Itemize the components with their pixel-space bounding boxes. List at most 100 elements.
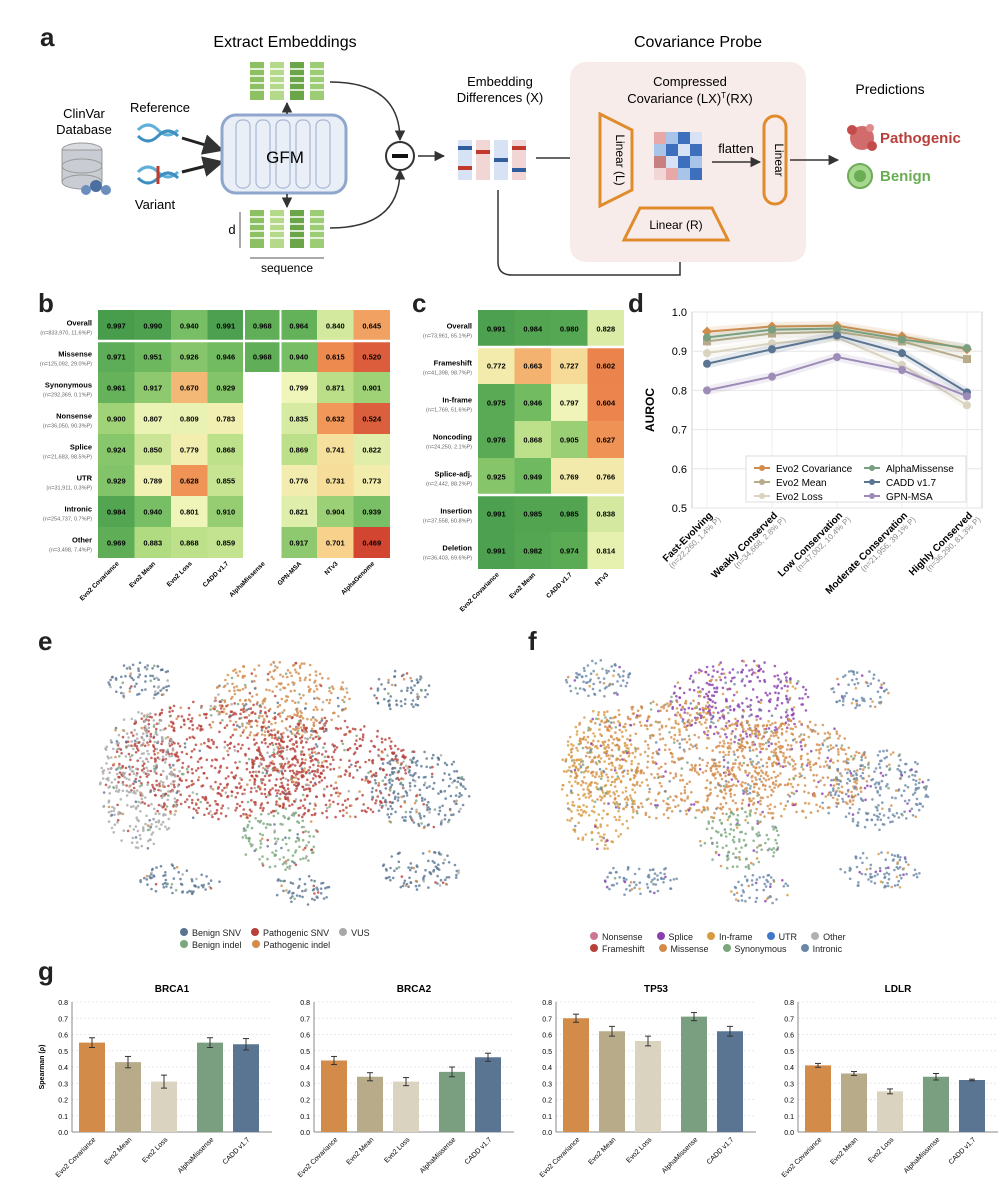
- scatter-point: [427, 823, 431, 826]
- scatter-point: [914, 783, 918, 786]
- scatter-point: [640, 802, 643, 805]
- scatter-point: [624, 759, 628, 763]
- scatter-point: [430, 757, 434, 760]
- scatter-point: [672, 799, 675, 802]
- scatter-point: [268, 742, 272, 746]
- scatter-point: [136, 846, 140, 850]
- heatmap-cell: [353, 434, 390, 465]
- scatter-point: [336, 802, 340, 806]
- scatter-point: [727, 850, 731, 854]
- scatter-point: [322, 730, 326, 733]
- scatter-point: [750, 713, 753, 716]
- scatter-point: [773, 805, 777, 809]
- scatter-point: [135, 816, 138, 819]
- scatter-point: [737, 738, 741, 742]
- scatter-point: [772, 828, 775, 831]
- scatter-point: [784, 804, 788, 807]
- scatter-point: [171, 747, 175, 750]
- scatter-point: [305, 726, 308, 730]
- heatmap-value: 0.926: [180, 353, 199, 362]
- scatter-point: [672, 741, 676, 744]
- scatter-point: [135, 682, 138, 686]
- scatter-point: [756, 800, 760, 804]
- scatter-point: [291, 699, 294, 703]
- scatter-point: [454, 794, 458, 797]
- scatter-point: [801, 809, 804, 813]
- scatter-point: [705, 718, 708, 721]
- scatter-point: [127, 791, 131, 794]
- scatter-point: [752, 839, 755, 843]
- scatter-point: [566, 744, 570, 747]
- scatter-point: [646, 754, 650, 758]
- scatter-point: [701, 716, 705, 719]
- scatter-point: [137, 669, 140, 672]
- scatter-point: [864, 756, 867, 759]
- scatter-point: [750, 799, 753, 803]
- scatter-point: [698, 694, 702, 698]
- scatter-point: [722, 728, 726, 731]
- scatter-point: [415, 794, 418, 798]
- scatter-point: [706, 694, 710, 698]
- scatter-point: [264, 795, 268, 799]
- scatter-point: [117, 747, 120, 750]
- scatter-point: [738, 823, 741, 827]
- scatter-point: [401, 755, 404, 758]
- scatter-point: [620, 765, 624, 768]
- scatter-point: [582, 794, 585, 797]
- scatter-point: [615, 771, 618, 775]
- scatter-point: [840, 791, 844, 794]
- column-label: Evo2 Mean: [508, 571, 537, 600]
- scatter-point: [157, 678, 160, 681]
- linear-r-label: Linear (R): [649, 218, 702, 232]
- scatter-point: [852, 799, 855, 802]
- scatter-point: [775, 763, 779, 766]
- scatter-point: [680, 756, 683, 760]
- row-sublabel: (n=254,737, 0.7%P): [43, 517, 92, 523]
- scatter-point: [629, 794, 632, 797]
- scatter-point: [232, 775, 235, 779]
- scatter-point: [763, 815, 766, 818]
- scatter-point: [170, 740, 174, 744]
- scatter-point: [455, 802, 458, 805]
- scatter-point: [597, 813, 601, 816]
- scatter-point: [302, 723, 305, 727]
- scatter-point: [174, 800, 177, 804]
- scatter-point: [301, 889, 304, 893]
- scatter-point: [361, 733, 365, 736]
- scatter-point: [303, 731, 307, 734]
- scatter-point: [244, 698, 247, 702]
- heatmap-value: 0.904: [326, 508, 346, 517]
- scatter-point: [711, 683, 714, 687]
- scatter-point: [791, 727, 794, 731]
- scatter-point: [816, 809, 820, 813]
- scatter-point: [708, 679, 712, 683]
- scatter-point: [582, 771, 586, 774]
- data-point: [703, 349, 711, 358]
- scatter-point: [260, 729, 264, 732]
- scatter-point: [150, 833, 153, 836]
- scatter-point: [313, 898, 316, 902]
- scatter-point: [730, 723, 734, 726]
- scatter-point: [596, 798, 599, 801]
- scatter-point: [258, 832, 262, 836]
- scatter-point: [760, 769, 763, 772]
- scatter-point: [389, 695, 393, 698]
- scatter-point: [303, 761, 306, 765]
- scatter-point: [320, 708, 324, 711]
- scatter-point: [161, 792, 165, 796]
- scatter-point: [165, 688, 168, 692]
- scatter-point: [680, 774, 683, 777]
- scatter-point: [785, 671, 789, 674]
- scatter-point: [635, 780, 639, 784]
- scatter-point: [898, 769, 902, 772]
- scatter-point: [258, 750, 261, 754]
- scatter-point: [592, 709, 595, 713]
- scatter-point: [819, 747, 822, 751]
- scatter-point: [253, 687, 257, 690]
- scatter-point: [734, 736, 737, 739]
- scatter-point: [337, 794, 340, 798]
- scatter-point: [248, 820, 251, 823]
- scatter-point: [208, 804, 212, 807]
- scatter-point: [758, 709, 761, 712]
- scatter-point: [584, 811, 588, 814]
